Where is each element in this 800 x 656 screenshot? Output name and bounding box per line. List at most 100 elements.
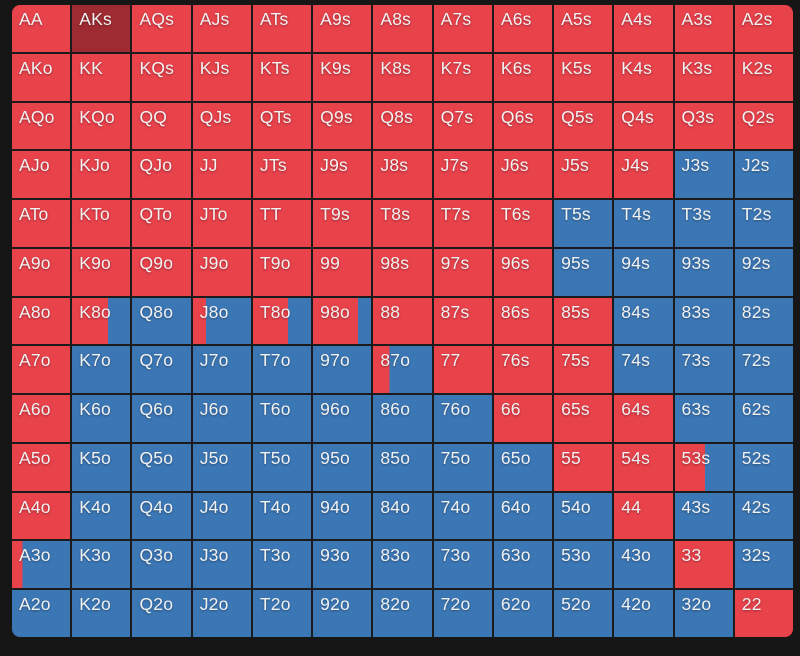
- hand-cell-73o[interactable]: 73o: [433, 541, 492, 589]
- hand-cell-52s[interactable]: 52s: [734, 443, 793, 491]
- hand-cell-K6o[interactable]: K6o: [72, 395, 131, 442]
- hand-cell-77[interactable]: 77: [433, 346, 492, 394]
- hand-cell-Q6s[interactable]: Q6s: [493, 102, 553, 150]
- hand-cell-J2o[interactable]: J2o: [192, 590, 251, 637]
- hand-cell-A7s[interactable]: A7s: [433, 5, 492, 52]
- hand-cell-K6s[interactable]: K6s: [493, 53, 553, 101]
- hand-cell-Q7s[interactable]: Q7s: [433, 102, 492, 150]
- hand-cell-J3s[interactable]: J3s: [674, 151, 733, 199]
- hand-cell-K9o[interactable]: K9o: [72, 248, 131, 296]
- hand-cell-63s[interactable]: 63s: [674, 395, 733, 442]
- hand-cell-54s[interactable]: 54s: [614, 443, 673, 491]
- hand-cell-Q8s[interactable]: Q8s: [373, 102, 432, 150]
- hand-cell-T6o[interactable]: T6o: [252, 395, 312, 442]
- hand-cell-43o[interactable]: 43o: [614, 541, 673, 589]
- hand-cell-TT[interactable]: TT: [252, 200, 312, 247]
- hand-cell-KTs[interactable]: KTs: [252, 53, 312, 101]
- hand-cell-T5o[interactable]: T5o: [252, 443, 312, 491]
- hand-cell-98o[interactable]: 98o: [313, 297, 372, 345]
- hand-cell-Q5s[interactable]: Q5s: [554, 102, 613, 150]
- hand-cell-K5s[interactable]: K5s: [554, 53, 613, 101]
- hand-cell-K5o[interactable]: K5o: [72, 443, 131, 491]
- hand-cell-74o[interactable]: 74o: [433, 492, 492, 540]
- hand-cell-96o[interactable]: 96o: [313, 395, 372, 442]
- hand-cell-Q9o[interactable]: Q9o: [132, 248, 191, 296]
- hand-cell-44[interactable]: 44: [614, 492, 673, 540]
- hand-cell-T2s[interactable]: T2s: [734, 200, 793, 247]
- hand-cell-63o[interactable]: 63o: [493, 541, 553, 589]
- hand-cell-T4s[interactable]: T4s: [614, 200, 673, 247]
- hand-cell-K9s[interactable]: K9s: [313, 53, 372, 101]
- hand-cell-T9o[interactable]: T9o: [252, 248, 312, 296]
- hand-cell-J7o[interactable]: J7o: [192, 346, 251, 394]
- hand-cell-AQo[interactable]: AQo: [12, 102, 71, 150]
- hand-cell-JJ[interactable]: JJ: [192, 151, 251, 199]
- hand-cell-83o[interactable]: 83o: [373, 541, 432, 589]
- hand-cell-96s[interactable]: 96s: [493, 248, 553, 296]
- hand-cell-A2o[interactable]: A2o: [12, 590, 71, 637]
- hand-cell-KQs[interactable]: KQs: [132, 53, 191, 101]
- hand-cell-J2s[interactable]: J2s: [734, 151, 793, 199]
- hand-cell-J3o[interactable]: J3o: [192, 541, 251, 589]
- hand-cell-Q3s[interactable]: Q3s: [674, 102, 733, 150]
- hand-cell-AJo[interactable]: AJo: [12, 151, 71, 199]
- hand-cell-A9o[interactable]: A9o: [12, 248, 71, 296]
- hand-cell-AKs[interactable]: AKs: [72, 5, 131, 52]
- hand-cell-Q9s[interactable]: Q9s: [313, 102, 372, 150]
- hand-cell-Q4o[interactable]: Q4o: [132, 492, 191, 540]
- hand-cell-J4s[interactable]: J4s: [614, 151, 673, 199]
- hand-cell-T6s[interactable]: T6s: [493, 200, 553, 247]
- hand-cell-43s[interactable]: 43s: [674, 492, 733, 540]
- hand-cell-K7o[interactable]: K7o: [72, 346, 131, 394]
- hand-cell-87o[interactable]: 87o: [373, 346, 432, 394]
- hand-cell-75s[interactable]: 75s: [554, 346, 613, 394]
- hand-cell-98s[interactable]: 98s: [373, 248, 432, 296]
- hand-cell-52o[interactable]: 52o: [554, 590, 613, 637]
- hand-cell-22[interactable]: 22: [734, 590, 793, 637]
- hand-cell-82s[interactable]: 82s: [734, 297, 793, 345]
- hand-cell-QQ[interactable]: QQ: [132, 102, 191, 150]
- hand-cell-33[interactable]: 33: [674, 541, 733, 589]
- hand-cell-K8o[interactable]: K8o: [72, 297, 131, 345]
- hand-cell-85s[interactable]: 85s: [554, 297, 613, 345]
- hand-cell-85o[interactable]: 85o: [373, 443, 432, 491]
- hand-cell-AKo[interactable]: AKo: [12, 53, 71, 101]
- hand-cell-T2o[interactable]: T2o: [252, 590, 312, 637]
- hand-cell-42s[interactable]: 42s: [734, 492, 793, 540]
- hand-cell-QTo[interactable]: QTo: [132, 200, 191, 247]
- hand-cell-K2s[interactable]: K2s: [734, 53, 793, 101]
- hand-cell-93o[interactable]: 93o: [313, 541, 372, 589]
- hand-cell-64o[interactable]: 64o: [493, 492, 553, 540]
- hand-cell-73s[interactable]: 73s: [674, 346, 733, 394]
- hand-cell-62s[interactable]: 62s: [734, 395, 793, 442]
- hand-cell-ATo[interactable]: ATo: [12, 200, 71, 247]
- hand-cell-AA[interactable]: AA: [12, 5, 71, 52]
- hand-cell-A4o[interactable]: A4o: [12, 492, 71, 540]
- hand-cell-T7s[interactable]: T7s: [433, 200, 492, 247]
- hand-cell-J6o[interactable]: J6o: [192, 395, 251, 442]
- hand-cell-66[interactable]: 66: [493, 395, 553, 442]
- hand-cell-53o[interactable]: 53o: [554, 541, 613, 589]
- hand-cell-T8o[interactable]: T8o: [252, 297, 312, 345]
- hand-cell-J4o[interactable]: J4o: [192, 492, 251, 540]
- hand-cell-94o[interactable]: 94o: [313, 492, 372, 540]
- hand-cell-JTs[interactable]: JTs: [252, 151, 312, 199]
- hand-cell-K7s[interactable]: K7s: [433, 53, 492, 101]
- hand-cell-95o[interactable]: 95o: [313, 443, 372, 491]
- hand-cell-KJo[interactable]: KJo: [72, 151, 131, 199]
- hand-cell-T7o[interactable]: T7o: [252, 346, 312, 394]
- hand-cell-Q3o[interactable]: Q3o: [132, 541, 191, 589]
- hand-cell-87s[interactable]: 87s: [433, 297, 492, 345]
- hand-cell-53s[interactable]: 53s: [674, 443, 733, 491]
- hand-cell-T8s[interactable]: T8s: [373, 200, 432, 247]
- hand-cell-74s[interactable]: 74s: [614, 346, 673, 394]
- hand-cell-A8o[interactable]: A8o: [12, 297, 71, 345]
- hand-cell-T3s[interactable]: T3s: [674, 200, 733, 247]
- hand-cell-A4s[interactable]: A4s: [614, 5, 673, 52]
- hand-cell-J5s[interactable]: J5s: [554, 151, 613, 199]
- hand-cell-KK[interactable]: KK: [72, 53, 131, 101]
- hand-cell-J5o[interactable]: J5o: [192, 443, 251, 491]
- hand-cell-Q4s[interactable]: Q4s: [614, 102, 673, 150]
- hand-cell-QTs[interactable]: QTs: [252, 102, 312, 150]
- hand-cell-72s[interactable]: 72s: [734, 346, 793, 394]
